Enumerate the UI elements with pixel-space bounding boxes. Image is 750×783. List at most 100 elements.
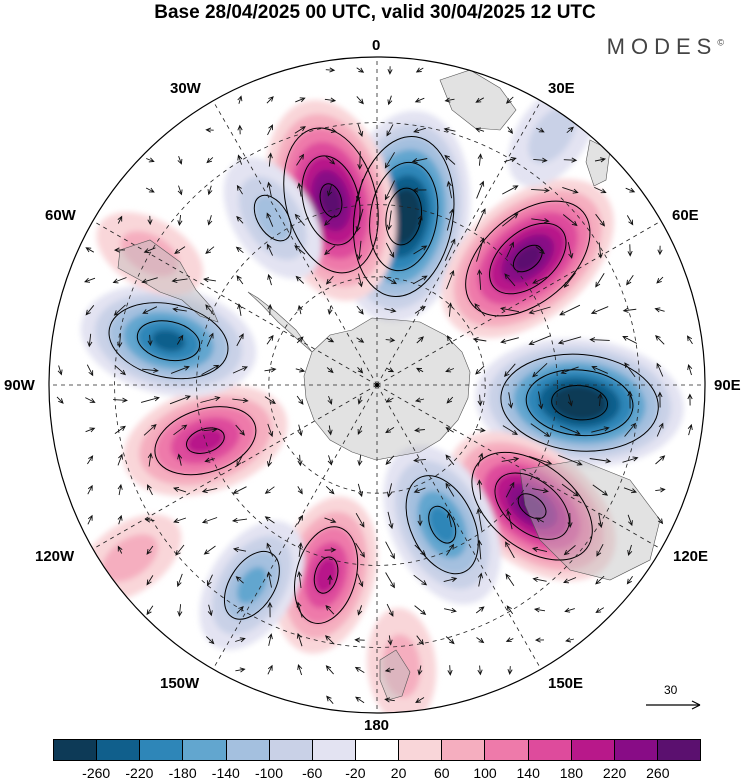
wind-arrow: [173, 424, 188, 436]
wind-arrow: [417, 214, 423, 225]
meridian: [376, 384, 542, 670]
wind-arrow: [326, 337, 335, 343]
colorbar-segment: [269, 740, 313, 760]
wind-arrow: [597, 242, 603, 259]
wind-arrow: [445, 482, 455, 497]
wind-arrow: [386, 210, 392, 231]
colorbar-segment: [485, 740, 529, 760]
wind-arrow: [145, 187, 155, 193]
contour-line: [294, 526, 359, 624]
anomaly-band: [236, 566, 267, 604]
wind-arrow: [357, 123, 364, 137]
wind-arrow: [505, 573, 515, 586]
wind-arrow: [533, 157, 548, 163]
wind-arrow: [354, 637, 365, 643]
wind-arrow: [142, 367, 159, 373]
anomaly-band: [382, 634, 421, 698]
landmass-layer: [117, 69, 661, 701]
wind-arrow: [206, 332, 214, 347]
reference-vector-label: 30: [664, 683, 678, 697]
wind-arrow: [324, 97, 337, 103]
wind-arrow: [474, 208, 486, 232]
wind-arrow: [86, 364, 94, 377]
wind-arrow: [232, 397, 249, 403]
meridian: [92, 220, 378, 386]
wind-arrow: [565, 637, 575, 643]
wind-arrow: [237, 154, 243, 165]
wind-arrow: [201, 517, 218, 524]
contour-line: [108, 302, 229, 380]
colorbar-segment: [399, 740, 443, 760]
wind-arrow: [114, 425, 126, 434]
wind-arrow: [444, 97, 455, 103]
wind-arrow: [476, 539, 483, 560]
wind-arrow: [559, 304, 581, 316]
wind-arrow: [113, 397, 128, 403]
contour-line: [489, 222, 567, 295]
wind-arrow: [475, 365, 485, 375]
wind-arrow: [445, 636, 455, 645]
wind-arrow: [232, 366, 248, 374]
wind-arrow: [327, 395, 333, 405]
wind-arrow: [594, 157, 607, 163]
colorbar: [53, 739, 701, 761]
wind-arrow: [236, 184, 243, 195]
wind-arrow: [327, 306, 333, 315]
wind-vectors: [56, 66, 693, 704]
wind-arrow: [294, 245, 306, 255]
wind-arrow: [445, 367, 455, 373]
wind-arrow: [385, 427, 395, 434]
wind-arrow: [626, 215, 634, 226]
wind-arrow: [266, 453, 273, 468]
wind-arrow: [267, 273, 273, 286]
wind-arrow: [385, 397, 394, 403]
wind-arrow: [324, 547, 337, 553]
wind-arrow: [267, 664, 273, 675]
wind-arrow: [622, 456, 639, 463]
wind-arrow: [326, 367, 334, 374]
wind-arrow: [355, 208, 364, 233]
lon-label-150w: 150W: [160, 675, 200, 692]
wind-arrow: [443, 576, 458, 583]
anomaly-band: [151, 329, 186, 352]
wind-arrow: [147, 215, 153, 226]
wind-arrow: [624, 362, 636, 378]
colorbar-tick-label: -260: [82, 765, 111, 781]
wind-arrow: [147, 484, 153, 496]
wind-arrow: [656, 276, 664, 284]
wind-arrow: [383, 276, 397, 285]
wind-arrow: [203, 545, 216, 555]
wind-arrow: [507, 666, 513, 675]
wind-arrow: [237, 124, 243, 135]
meridian: [376, 100, 542, 386]
wind-arrow: [595, 575, 605, 585]
lon-label-30w: 30W: [170, 80, 201, 97]
wind-arrow: [177, 453, 183, 466]
wind-arrow: [207, 185, 213, 196]
wind-arrow: [297, 542, 303, 557]
colorbar-tick-label: 140: [516, 765, 540, 781]
wind-arrow: [476, 637, 485, 644]
wind-arrow: [444, 154, 456, 165]
colorbar-tick-label: -220: [125, 765, 154, 781]
wind-arrow: [560, 366, 579, 375]
lon-label-90e: 90E: [714, 377, 741, 394]
wind-arrow: [562, 214, 578, 227]
colorbar-segment: [571, 740, 615, 760]
wind-arrow: [266, 334, 274, 345]
wind-arrow: [172, 307, 187, 313]
wind-arrow: [84, 277, 96, 283]
colorbar-tick-label: -60: [302, 765, 323, 781]
contour-line: [500, 353, 659, 452]
wind-arrow: [507, 126, 514, 135]
wind-arrow: [357, 151, 363, 170]
wind-arrow: [296, 570, 303, 589]
wind-arrow: [357, 425, 363, 435]
wind-arrow: [232, 547, 247, 553]
wind-arrow: [656, 362, 664, 377]
wind-arrow: [591, 426, 610, 433]
colorbar-tick-label: 220: [602, 765, 627, 781]
colorbar-tick-label: 100: [473, 765, 497, 781]
wind-arrow: [267, 303, 273, 316]
wind-arrow: [532, 488, 549, 494]
